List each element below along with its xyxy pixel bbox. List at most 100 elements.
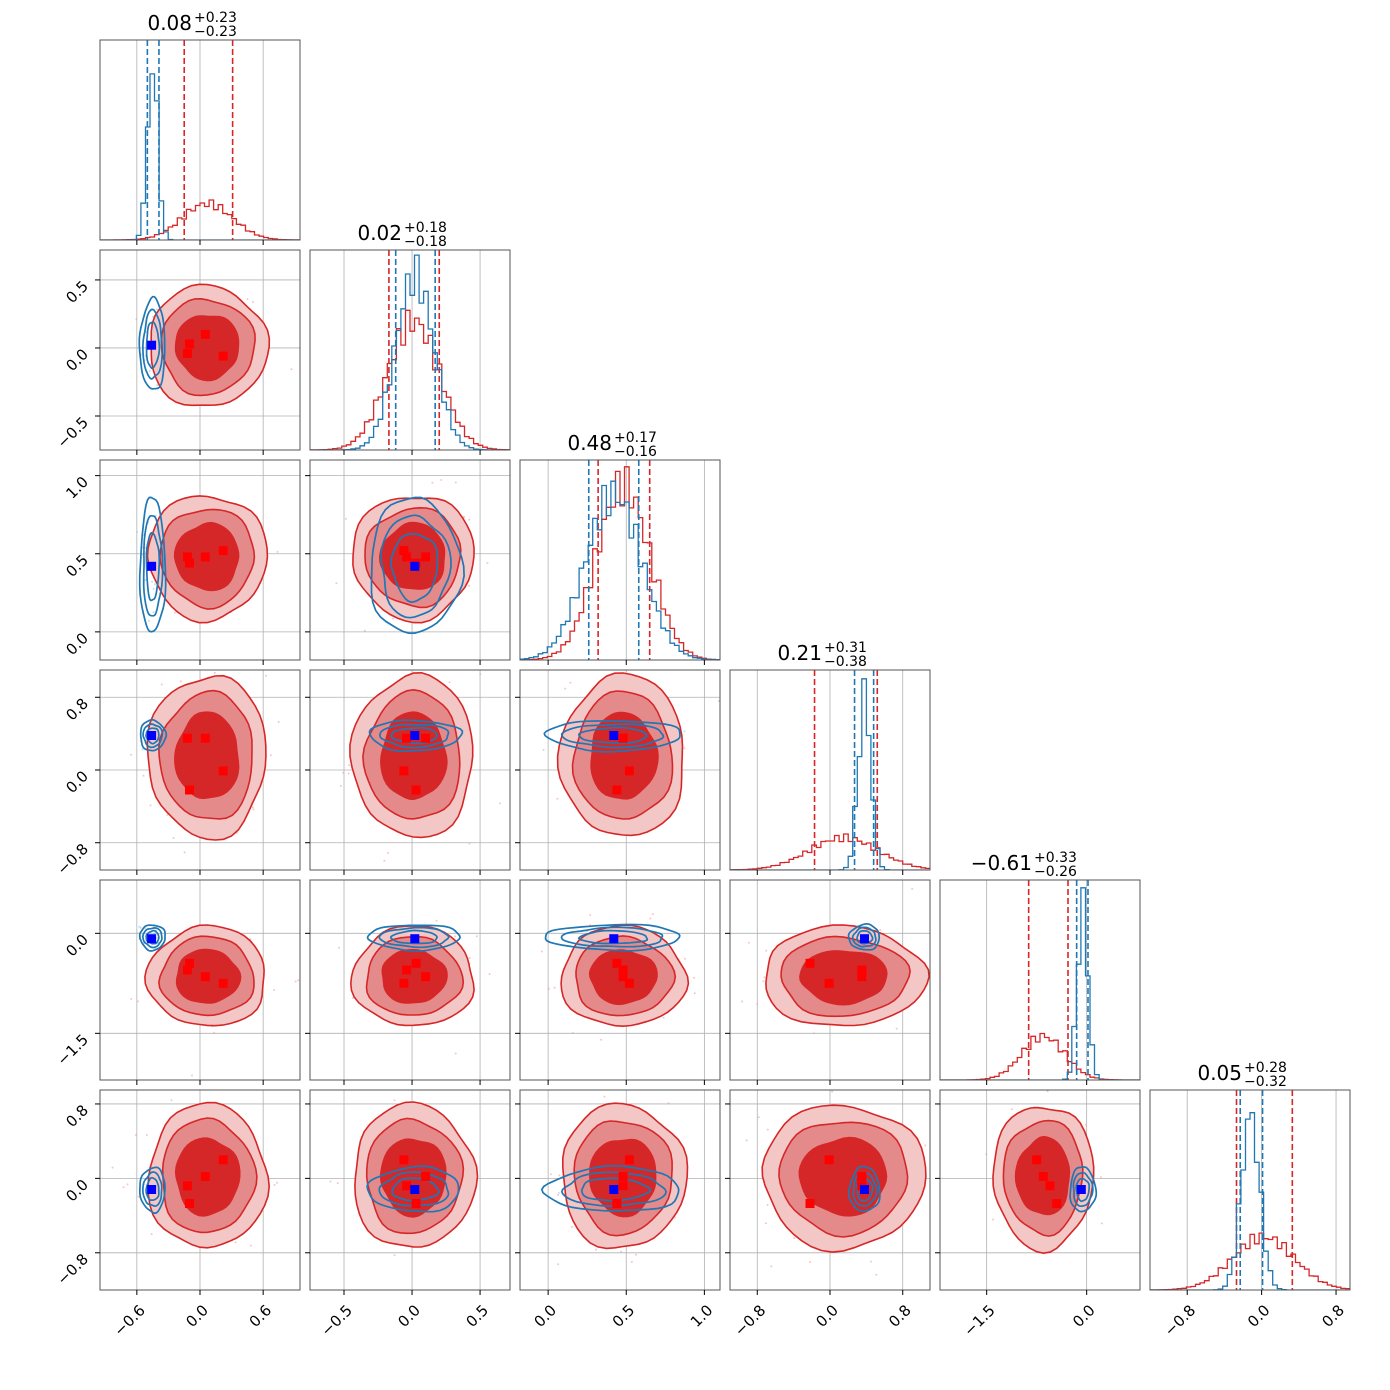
sample-dot <box>335 582 338 585</box>
title-value: 0.48 <box>567 431 612 455</box>
red-marker <box>1038 1172 1048 1181</box>
blue-contour-1 <box>366 924 462 953</box>
sample-dot <box>763 976 766 979</box>
title-value: −0.61 <box>971 851 1032 875</box>
panel-title: 0.02 +0.18−0.18 <box>357 220 446 250</box>
sample-dot <box>693 992 696 995</box>
sample-dot <box>137 1195 140 1198</box>
red-marker <box>218 978 228 988</box>
red-marker <box>402 733 412 743</box>
sample-dot <box>589 914 592 917</box>
y-tick-label: −0.5 <box>54 413 92 451</box>
red-marker <box>805 1199 815 1208</box>
y-tick-label: −0.8 <box>54 1250 92 1288</box>
sample-dot <box>170 1099 173 1102</box>
red-marker <box>824 1155 834 1165</box>
blue-contour-2 <box>142 1171 163 1207</box>
red-marker <box>618 733 628 743</box>
title-minus: −0.32 <box>1244 1074 1287 1090</box>
blue-contour-1 <box>370 496 465 634</box>
blue-marker <box>147 561 157 571</box>
red-marker <box>402 552 412 562</box>
blue-contour-1 <box>544 923 681 952</box>
sample-dot <box>441 875 443 877</box>
sample-dot <box>344 517 347 520</box>
blue-marker <box>410 934 420 944</box>
gridlines <box>310 1090 510 1290</box>
sample-dot <box>651 913 654 915</box>
panel-5-2: 0.0 0.5 1.0 <box>515 1089 721 1331</box>
gridlines <box>986 880 1088 1080</box>
blue-contour-3 <box>145 1176 160 1201</box>
sample-dot <box>468 842 471 845</box>
blue-marker <box>860 1185 869 1194</box>
sample-dot <box>547 987 550 990</box>
sample-dot <box>895 1027 898 1030</box>
sample-dot <box>747 941 750 944</box>
sample-dot <box>435 919 438 922</box>
sample-dot <box>765 949 768 952</box>
panel-frame <box>309 249 511 451</box>
blue-contour-1 <box>847 1165 881 1212</box>
panel-4-2 <box>515 879 721 1085</box>
x-tick-label: 0.0 <box>182 1301 212 1331</box>
sample-dot <box>1046 1090 1049 1093</box>
red-contour-3 <box>590 711 659 800</box>
title-value: 0.05 <box>1197 1061 1242 1085</box>
sample-dot <box>934 960 936 962</box>
sample-dot <box>393 1099 396 1102</box>
gridlines <box>343 250 481 450</box>
y-tick-label: 0.0 <box>62 345 92 375</box>
red-histogram <box>1150 1232 1350 1290</box>
y-tick-label: 0.8 <box>62 1101 92 1131</box>
panel-3-0: −0.8 0.0 0.8 <box>54 669 301 878</box>
sample-dot <box>448 681 451 684</box>
sample-dot <box>693 976 695 979</box>
blue-contour-1 <box>847 922 881 951</box>
panel-3-2 <box>515 669 721 875</box>
sample-dot <box>234 1241 237 1244</box>
sample-dot <box>166 813 169 816</box>
sample-dot <box>571 1225 573 1228</box>
blue-contour-2 <box>560 926 664 948</box>
blue-contour-1 <box>138 1166 166 1215</box>
sample-dot <box>924 1144 927 1147</box>
red-histogram <box>730 833 930 870</box>
blue-marker <box>609 1185 619 1194</box>
title-value: 0.02 <box>357 221 402 245</box>
sample-dot <box>213 671 216 674</box>
red-marker <box>421 733 431 743</box>
panel-title: 0.48 +0.17−0.16 <box>567 430 657 460</box>
blue-contour-2 <box>380 514 452 619</box>
y-tick-label: 0.5 <box>62 551 92 581</box>
sample-dot <box>557 1192 560 1194</box>
red-marker <box>200 733 210 743</box>
red-marker <box>612 958 622 968</box>
blue-contour-3 <box>389 929 438 945</box>
sample-dot <box>454 481 457 484</box>
red-marker <box>421 972 431 982</box>
sample-dot <box>440 479 443 481</box>
red-marker <box>399 1155 409 1165</box>
red-marker <box>402 1181 412 1191</box>
red-marker <box>624 766 634 776</box>
red-marker <box>411 785 421 795</box>
x-tick-label: 0.6 <box>246 1301 276 1331</box>
sample-dot <box>454 935 457 938</box>
blue-contour-3 <box>145 531 161 602</box>
sample-dot <box>542 748 545 751</box>
panel-frame <box>519 879 721 1081</box>
y-tick-label: 0.5 <box>62 277 92 307</box>
sample-dot <box>667 1102 670 1105</box>
sample-dot <box>136 531 139 534</box>
sample-dot <box>431 481 434 484</box>
sample-dot <box>762 980 765 983</box>
panel-5-0: −0.6 0.0 0.6 −0.8 0.0 0.8 <box>54 1089 301 1340</box>
red-marker <box>200 972 210 982</box>
sample-dot <box>684 957 686 960</box>
sample-dot <box>276 550 279 553</box>
sample-dot <box>911 887 914 890</box>
x-tick-label: −0.5 <box>318 1301 356 1339</box>
x-tick-label: 0.0 <box>531 1301 561 1331</box>
